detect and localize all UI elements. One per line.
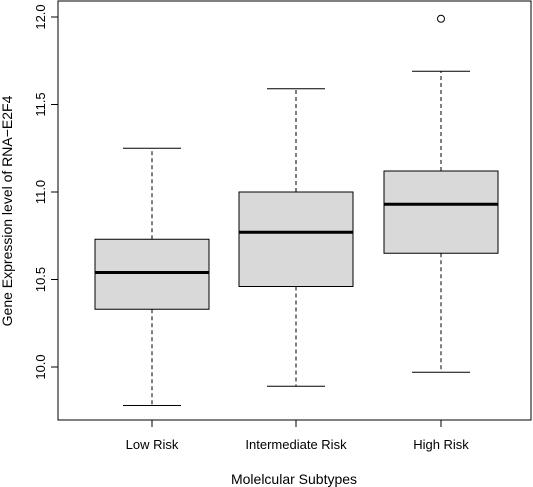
x-tick-label: High Risk bbox=[413, 437, 469, 452]
x-tick-label: Low Risk bbox=[126, 437, 179, 452]
x-axis: Low Risk Intermediate Risk High Risk bbox=[126, 420, 469, 452]
box-low-risk bbox=[94, 147, 210, 406]
plot-frame bbox=[57, 0, 532, 421]
y-axis-label: Gene Expression level of RNA−E2F4 bbox=[0, 95, 15, 326]
box-intermediate-risk bbox=[238, 88, 354, 387]
interquartile-box bbox=[94, 238, 210, 310]
y-tick-label: 10.5 bbox=[33, 267, 48, 292]
x-axis-label: Molelcular Subtypes bbox=[231, 471, 357, 487]
box-high-risk bbox=[383, 14, 499, 373]
outlier-point bbox=[437, 14, 445, 23]
y-tick-label: 11.5 bbox=[33, 92, 48, 116]
interquartile-box bbox=[238, 191, 354, 287]
y-tick-label: 11.0 bbox=[33, 180, 48, 204]
y-tick-label: 10.0 bbox=[33, 354, 48, 379]
interquartile-box bbox=[383, 170, 499, 254]
y-axis: 10.0 10.5 11.0 11.5 12.0 bbox=[33, 4, 58, 380]
y-tick-label: 12.0 bbox=[33, 4, 48, 29]
box-group bbox=[94, 14, 499, 406]
x-tick-label: Intermediate Risk bbox=[245, 437, 347, 452]
